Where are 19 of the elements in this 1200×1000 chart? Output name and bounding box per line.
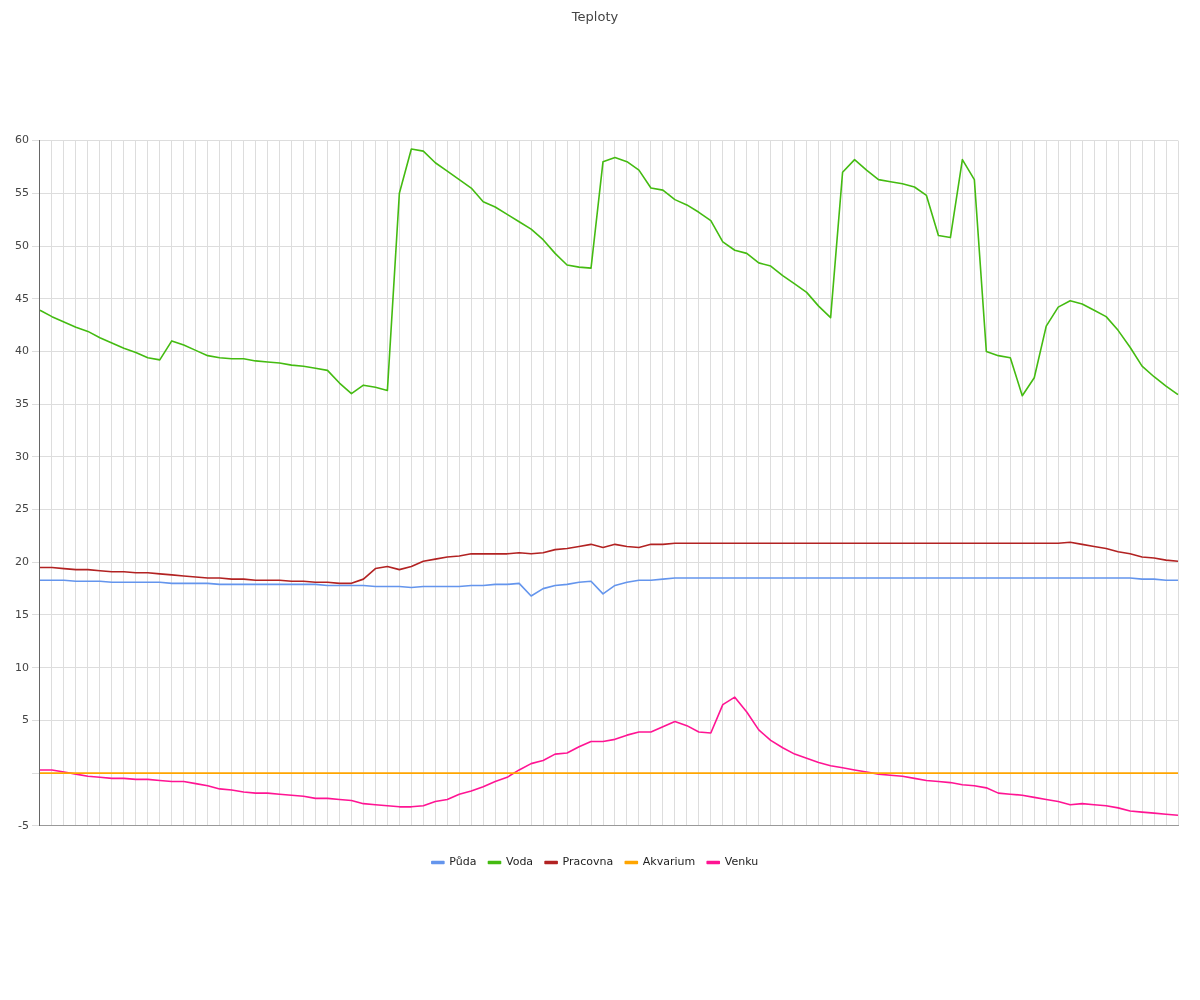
y-tick-label: 15 xyxy=(15,607,29,621)
legend-label: Venku xyxy=(724,855,759,869)
y-tick-label: 60 xyxy=(15,133,29,147)
y-tick-label: 20 xyxy=(15,555,29,569)
legend-label: Voda xyxy=(505,855,534,869)
chart-title: Teploty xyxy=(570,9,619,25)
y-tick-label: 45 xyxy=(15,291,29,305)
y-tick-label: 10 xyxy=(15,660,29,674)
y-tick-label: 50 xyxy=(15,238,29,252)
legend-label: Pracovna xyxy=(562,855,614,869)
legend-label: Akvarium xyxy=(642,855,696,869)
legend-label: Půda xyxy=(449,855,477,869)
y-tick-label: 25 xyxy=(15,502,29,516)
y-tick-label: 55 xyxy=(15,186,29,200)
y-tick-label: -5 xyxy=(18,818,29,832)
y-tick-label: 30 xyxy=(15,449,29,463)
y-tick-label: 5 xyxy=(22,713,29,727)
y-tick-label: 35 xyxy=(15,397,29,410)
y-tick-label: 40 xyxy=(15,344,29,358)
